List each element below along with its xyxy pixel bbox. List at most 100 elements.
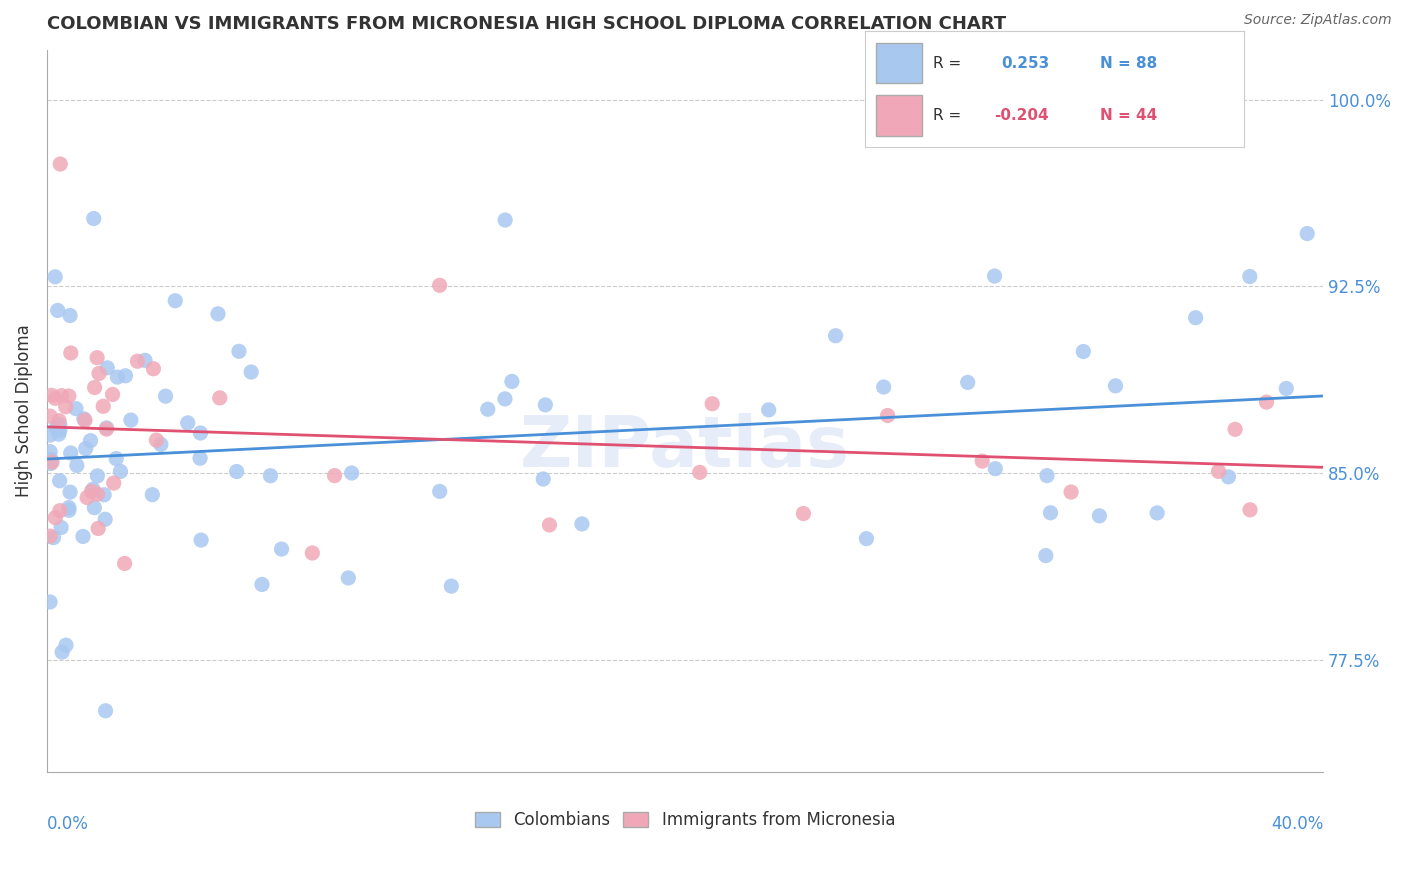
Point (956, 376, 979, 390)
Point (73, 412, 96, 426)
Point (48, 474, 70, 488)
Text: 0.0%: 0.0% (46, 815, 89, 833)
Point (96, 360, 118, 375)
Point (876, 409, 898, 423)
Point (1039, 506, 1062, 520)
Point (824, 328, 846, 343)
Point (45, 421, 67, 435)
Text: COLOMBIAN VS IMMIGRANTS FROM MICRONESIA HIGH SCHOOL DIPLOMA CORRELATION CHART: COLOMBIAN VS IMMIGRANTS FROM MICRONESIA … (46, 15, 1007, 33)
Point (86, 351, 108, 365)
Point (1184, 310, 1206, 325)
Point (83, 211, 105, 226)
Point (207, 307, 229, 321)
Point (155, 389, 177, 403)
Y-axis label: High School Diploma: High School Diploma (15, 325, 32, 498)
Point (270, 542, 292, 557)
FancyBboxPatch shape (876, 95, 922, 136)
Point (1088, 508, 1111, 523)
Point (80, 484, 103, 499)
Point (58, 389, 80, 403)
Point (96, 421, 118, 435)
Point (1071, 344, 1094, 359)
Point (59, 309, 82, 323)
Point (208, 391, 231, 405)
Point (46, 417, 69, 432)
Point (103, 476, 125, 491)
Point (225, 465, 247, 479)
Point (972, 454, 994, 468)
Point (323, 468, 346, 483)
Point (44, 392, 66, 406)
Point (1146, 506, 1168, 520)
Point (250, 577, 273, 591)
Text: R =: R = (934, 108, 962, 123)
Point (1104, 379, 1126, 393)
Point (65, 401, 87, 416)
Text: 40.0%: 40.0% (1271, 815, 1323, 833)
Point (87, 521, 110, 535)
Point (494, 213, 516, 227)
Point (340, 466, 363, 480)
Point (49, 423, 72, 437)
Point (142, 361, 165, 376)
Point (51, 645, 73, 659)
Point (39, 529, 62, 543)
Point (1256, 395, 1278, 409)
Point (149, 437, 172, 451)
Point (93, 488, 115, 502)
Point (689, 466, 711, 480)
Point (73, 413, 96, 427)
Point (82, 482, 104, 496)
Text: ZIPatlas: ZIPatlas (520, 413, 851, 482)
Point (702, 397, 724, 411)
Point (41, 455, 63, 469)
Point (105, 451, 128, 466)
Point (39, 457, 62, 471)
Point (240, 365, 263, 379)
Point (49, 520, 72, 534)
Point (39, 452, 62, 467)
Point (66, 458, 89, 473)
Point (87, 367, 110, 381)
Point (83, 380, 105, 394)
Point (501, 375, 523, 389)
Point (873, 380, 896, 394)
Point (228, 344, 250, 359)
Point (83, 500, 105, 515)
Point (120, 413, 142, 427)
Point (44, 510, 66, 524)
Point (58, 503, 80, 517)
Point (59, 446, 82, 460)
Point (114, 368, 136, 383)
Point (141, 488, 163, 502)
Point (72, 529, 94, 543)
Point (177, 416, 200, 430)
Point (59, 346, 82, 360)
Point (86, 487, 108, 501)
Point (1239, 269, 1261, 284)
Point (48, 414, 70, 428)
Point (145, 433, 167, 447)
Point (96, 422, 118, 436)
Point (1275, 382, 1298, 396)
Point (1208, 464, 1230, 478)
Point (429, 278, 451, 293)
Point (538, 518, 561, 533)
Point (1036, 468, 1059, 483)
Point (105, 370, 128, 384)
Point (983, 268, 1005, 283)
Text: 0.253: 0.253 (1001, 56, 1050, 71)
Point (49, 417, 72, 432)
Point (39, 595, 62, 609)
Legend: Colombians, Immigrants from Micronesia: Colombians, Immigrants from Micronesia (468, 805, 903, 836)
Point (79, 434, 101, 448)
Point (59, 485, 82, 500)
Point (41, 388, 63, 402)
Point (48, 427, 70, 442)
Point (571, 516, 593, 531)
Point (494, 392, 516, 406)
Point (76, 491, 98, 505)
Point (758, 402, 780, 417)
Point (86, 468, 108, 483)
Point (101, 387, 124, 401)
